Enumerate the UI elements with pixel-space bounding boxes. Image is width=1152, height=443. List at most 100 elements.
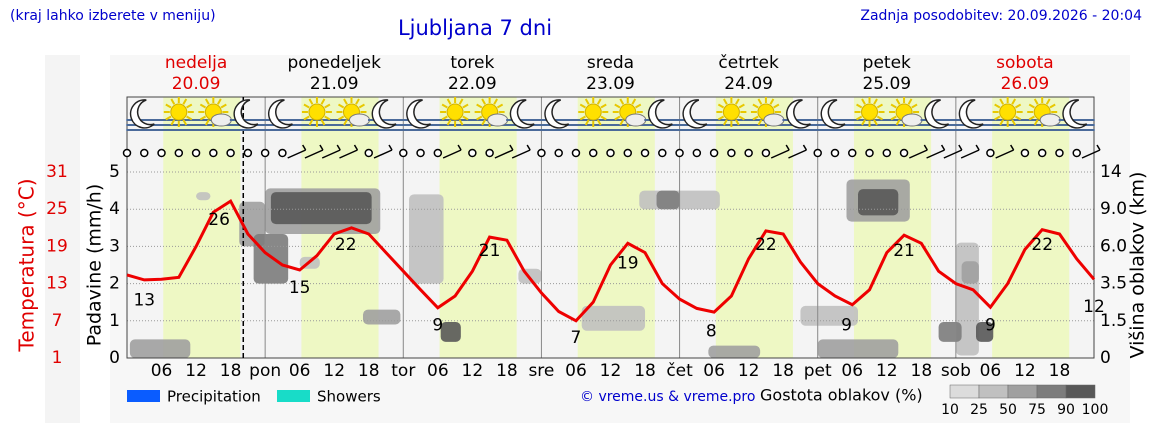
sun-ray: [496, 103, 504, 109]
y-tick-label: 1: [109, 311, 120, 331]
temp-tick-label: 25: [46, 199, 68, 219]
sun-ray: [619, 119, 625, 126]
sun-ray: [614, 103, 621, 109]
credit: © vreme.us & vreme.pro: [580, 389, 755, 405]
y-tick-label: 3: [109, 236, 120, 256]
sun-ray: [1011, 119, 1017, 126]
moon-icon: [129, 99, 155, 129]
day-name: petek: [863, 53, 911, 73]
sun-ray: [635, 103, 642, 109]
calm-wind: [623, 148, 633, 158]
sun-ray: [861, 98, 866, 105]
temp-label: 8: [706, 322, 717, 342]
sun-ray: [579, 103, 586, 109]
daylight: [163, 97, 241, 358]
sun-ray: [584, 98, 590, 105]
y2-tick-label: 3.5: [1100, 274, 1127, 294]
x-tick-label: 12: [600, 361, 622, 381]
temp-label: 19: [617, 253, 639, 273]
cloud-patch: [362, 309, 401, 325]
y2-tick-label: 14: [1100, 162, 1122, 182]
temp-label: 15: [289, 278, 311, 298]
wind-barb: [339, 144, 359, 159]
sun-ray: [856, 115, 863, 121]
x-tick-label: čet: [666, 361, 693, 381]
cloud-patch: [409, 194, 444, 284]
sun-ray: [752, 115, 759, 121]
wind-barb: [511, 144, 531, 159]
moon-icon: [647, 99, 673, 129]
sun-ray: [723, 119, 728, 126]
x-tick-label: 06: [427, 361, 449, 381]
x-tick-label: 06: [289, 361, 311, 381]
day-date: 24.09: [724, 74, 773, 94]
sun-ray: [337, 103, 345, 109]
y-tick-label: 0: [109, 348, 120, 368]
moon-icon: [924, 99, 950, 129]
moon-icon: [544, 99, 570, 129]
sun-ray: [182, 98, 188, 105]
x-tick-label: 18: [772, 361, 794, 381]
sun-ray: [596, 119, 602, 126]
sun-ray: [856, 103, 863, 109]
sun-ray: [337, 115, 345, 121]
calm-wind: [364, 148, 373, 158]
wind-barb: [494, 144, 514, 159]
sun-ray: [861, 119, 866, 126]
temp-label: 22: [335, 235, 357, 255]
sun-ray: [907, 98, 913, 105]
sun-ray: [579, 115, 586, 121]
sun-ray: [170, 119, 176, 126]
sun-ray: [911, 103, 918, 109]
sun-ray: [876, 103, 884, 109]
sun-ray: [343, 119, 348, 126]
sun-ray: [1033, 119, 1039, 126]
day-name: nedelja: [165, 53, 227, 73]
x-tick-label: 06: [151, 361, 173, 381]
menu-note: (kraj lahko izberete v meniju): [10, 8, 216, 24]
moon-icon: [233, 99, 259, 129]
x-tick-label: 18: [634, 361, 656, 381]
calm-wind: [278, 148, 287, 158]
day-date: 20.09: [172, 74, 221, 94]
sun-ray: [481, 98, 486, 105]
sun-ray: [446, 119, 452, 126]
sun-ray: [1014, 115, 1022, 121]
moon-icon: [509, 99, 535, 129]
cloud-patch: [129, 339, 191, 358]
sun-icon: [446, 103, 464, 121]
cloud-scale-tick: 10: [941, 402, 959, 418]
x-tick-label: 06: [980, 361, 1002, 381]
sun-icon: [584, 103, 602, 121]
cloud-scale-swatch: [978, 384, 1009, 399]
sun-ray: [890, 103, 897, 109]
sun-ray: [1011, 98, 1017, 105]
temp-label: 21: [893, 241, 915, 261]
calm-wind: [882, 148, 892, 158]
sun-ray: [1028, 103, 1035, 109]
y-tick-label: 5: [109, 162, 120, 182]
y-axis-label: Padavine (mm/h): [84, 184, 106, 347]
sun-ray: [324, 115, 331, 121]
plot-frame: [126, 96, 1095, 359]
sun-ray: [738, 115, 745, 121]
sun-ray: [199, 115, 207, 121]
sun-icon: [170, 103, 188, 121]
wind-barb: [1081, 144, 1101, 159]
sun-ray: [186, 103, 193, 109]
calm-wind: [1037, 148, 1047, 158]
sun-ray: [324, 103, 331, 109]
calm-wind: [537, 148, 546, 158]
temp-label: 7: [571, 328, 582, 348]
temp-tick-label: 7: [52, 311, 63, 331]
sun-ray: [165, 115, 172, 121]
chart-title: Ljubljana 7 dni: [398, 16, 552, 40]
day-date: 22.09: [448, 74, 497, 94]
temp-tick-label: 31: [46, 162, 68, 182]
sun-ray: [614, 115, 621, 121]
x-tick-label: 12: [323, 361, 345, 381]
day-date: 21.09: [310, 74, 359, 94]
sun-ray: [1028, 115, 1035, 121]
x-tick-label: 12: [738, 361, 760, 381]
